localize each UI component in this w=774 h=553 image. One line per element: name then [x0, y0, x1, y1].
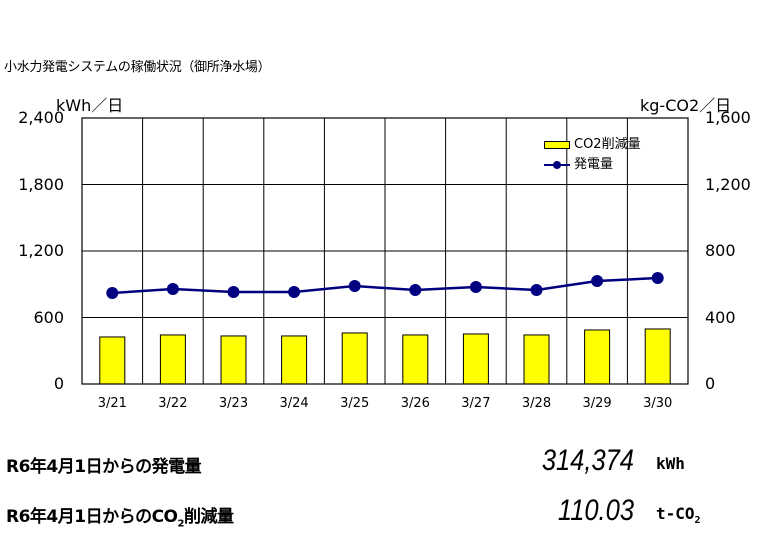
generation-line — [106, 272, 664, 300]
co2-bar — [281, 335, 308, 385]
co2-total-label: R6年4月1日からのCO2削減量 — [6, 507, 234, 530]
generation-point — [651, 272, 664, 285]
left-tick-2400: 2,400 — [18, 108, 64, 127]
left-tick-1800: 1,800 — [18, 175, 64, 194]
co2-bar — [99, 336, 126, 385]
legend-label-generation: 発電量 — [574, 157, 614, 172]
right-tick-800: 800 — [705, 241, 736, 260]
x-tick-label: 3/22 — [158, 396, 188, 411]
plot-border — [81, 117, 689, 385]
x-tick-label: 3/29 — [582, 396, 612, 411]
co2-bar — [159, 334, 186, 385]
co2-bar — [644, 328, 671, 385]
x-tick-label: 3/26 — [400, 396, 430, 411]
left-tick-600: 600 — [33, 308, 64, 327]
generation-point — [166, 283, 179, 296]
generation-point — [227, 286, 240, 299]
legend-item-co2: CO2削減量 — [544, 135, 641, 155]
x-tick-label: 3/30 — [643, 396, 673, 411]
co2-bar — [523, 334, 550, 385]
co2-total-unit: t-CO2 — [656, 504, 701, 527]
right-tick-0: 0 — [705, 374, 716, 393]
co2-bar — [220, 335, 247, 385]
co2-total-value: 110.03 — [557, 494, 634, 527]
generation-point — [409, 284, 422, 297]
co2-bars — [99, 328, 671, 385]
generation-point — [348, 280, 361, 293]
generation-point — [591, 275, 604, 288]
legend: CO2削減量 発電量 — [544, 135, 641, 175]
right-tick-1600: 1,600 — [705, 108, 751, 127]
right-tick-1200: 1,200 — [705, 175, 751, 194]
co2-bar — [584, 329, 611, 385]
x-tick-label: 3/25 — [340, 396, 370, 411]
generation-total-unit: kWh — [656, 454, 685, 473]
generation-point — [106, 287, 119, 300]
generation-point — [288, 286, 301, 299]
x-tick-label: 3/28 — [521, 396, 552, 411]
legend-item-generation: 発電量 — [544, 155, 641, 175]
legend-label-co2: CO2削減量 — [574, 137, 641, 152]
left-tick-1200: 1,200 — [18, 241, 64, 260]
right-tick-400: 400 — [705, 308, 736, 327]
generation-point — [530, 284, 543, 297]
chart-title: 小水力発電システムの稼働状況（御所浄水場） — [4, 60, 271, 75]
co2-bar — [341, 332, 368, 385]
x-tick-label: 3/27 — [461, 396, 491, 411]
co2-bar — [462, 333, 489, 385]
left-axis-unit: kWh／日 — [56, 96, 124, 115]
generation-point — [469, 281, 482, 294]
generation-total-label: R6年4月1日からの発電量 — [6, 457, 202, 477]
left-tick-0: 0 — [53, 374, 64, 393]
right-axis-unit: kg-CO2／日 — [640, 96, 732, 115]
x-tick-label: 3/21 — [97, 396, 127, 411]
gridlines — [82, 118, 688, 384]
generation-total-value: 314,374 — [541, 444, 634, 477]
x-tick-label: 3/23 — [218, 396, 249, 411]
co2-bar — [402, 334, 429, 385]
legend-bar-swatch — [544, 141, 570, 149]
legend-line-swatch — [544, 161, 570, 169]
x-tick-label: 3/24 — [279, 396, 309, 411]
